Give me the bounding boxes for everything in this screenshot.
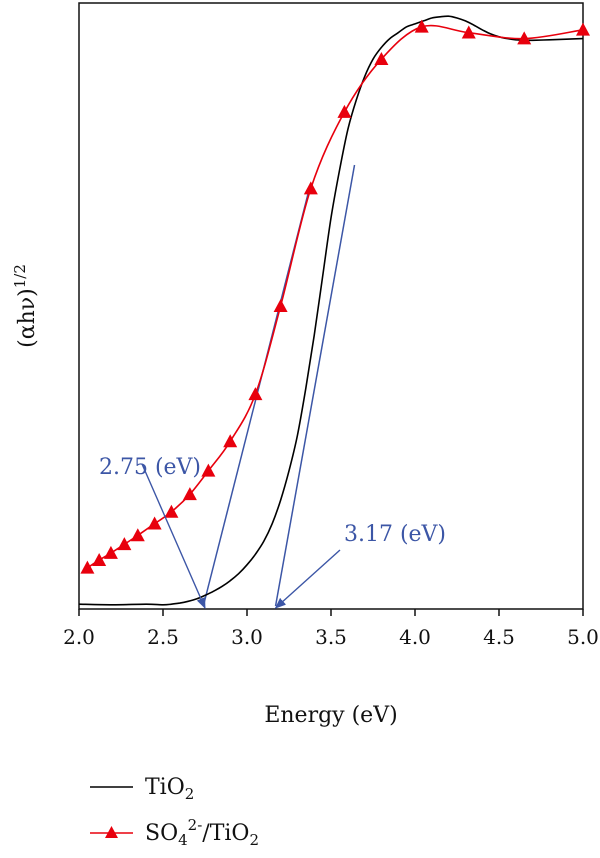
series-1-point-4 — [130, 528, 145, 542]
legend-marker-triangle — [105, 826, 118, 838]
tangent-line-1 — [274, 164, 356, 607]
series-1-point-18 — [576, 22, 590, 36]
series-1-point-0 — [80, 560, 95, 574]
series-1-point-13 — [337, 104, 352, 118]
series-line-1 — [86, 24, 584, 569]
x-axis-tick-labels: 2.0 2.5 3.0 3.5 4.0 4.5 5.0 — [63, 625, 599, 649]
series-0 — [78, 15, 584, 606]
x-tick-label-4: 4.0 — [399, 625, 431, 649]
legend-label-so4: SO — [145, 821, 178, 846]
x-tick-label-5: 4.5 — [483, 625, 515, 649]
series-1-point-10 — [248, 387, 263, 401]
svg-text:(αhν)1/2: (αhν)1/2 — [11, 264, 40, 348]
series-1-point-7 — [182, 487, 197, 501]
series-1-point-11 — [273, 298, 288, 312]
series-1-point-16 — [461, 25, 476, 39]
annotation-label-1: 3.17 (eV) — [344, 522, 446, 547]
y-axis-label-sup: 1/2 — [11, 264, 29, 288]
legend-item-so4-tio2: SO42-/TiO2 — [90, 816, 259, 849]
series-1-point-15 — [414, 19, 429, 33]
tangent-lines — [202, 164, 356, 607]
annotation-arrow-1 — [274, 549, 341, 609]
y-axis-label: (αhν)1/2 — [11, 264, 40, 348]
plot-area: 2.0 2.5 3.0 3.5 4.0 4.5 5.0 2.75 (eV) 3.17 (eV) — [63, 2, 599, 649]
legend-label-tio2-part: /TiO — [202, 821, 249, 846]
x-tick-label-1: 2.5 — [147, 625, 179, 649]
series-1-point-3 — [117, 537, 132, 551]
legend-label-so4-sub: 4 — [178, 831, 188, 849]
x-tick-label-3: 3.5 — [315, 625, 347, 649]
legend: TiO2 SO42-/TiO2 — [90, 775, 259, 849]
series-1-point-2 — [103, 545, 118, 559]
series-1-point-8 — [201, 463, 216, 477]
x-tick-label-2: 3.0 — [231, 625, 263, 649]
x-tick-label-6: 5.0 — [567, 625, 599, 649]
series-1-point-14 — [374, 52, 389, 66]
series-1-point-12 — [303, 181, 318, 195]
series-1-point-17 — [517, 31, 532, 45]
series-1-point-1 — [92, 552, 107, 566]
legend-label-so4-sup: 2- — [188, 816, 203, 834]
y-axis-label-base: (αhν) — [15, 288, 40, 348]
svg-text:TiO2: TiO2 — [145, 775, 194, 803]
annotation-arrow-0 — [141, 463, 206, 610]
legend-label-tio2-part-sub: 2 — [249, 831, 259, 849]
series-1 — [80, 19, 590, 574]
series-line-0 — [78, 15, 584, 606]
svg-text:SO42-/TiO2: SO42-/TiO2 — [145, 816, 259, 849]
annotations: 2.75 (eV) 3.17 (eV) — [99, 455, 446, 610]
x-tick-label-0: 2.0 — [63, 625, 95, 649]
series-1-point-5 — [147, 516, 162, 530]
series-layer — [78, 15, 590, 606]
legend-item-tio2: TiO2 — [90, 775, 194, 803]
x-axis-ticks — [78, 609, 584, 616]
series-1-point-9 — [223, 434, 238, 448]
x-axis-label: Energy (eV) — [264, 703, 397, 728]
annotation-label-0: 2.75 (eV) — [99, 455, 201, 480]
legend-label-tio2: TiO — [145, 775, 185, 800]
legend-label-tio2-sub: 2 — [185, 785, 195, 803]
series-1-point-6 — [164, 504, 179, 518]
